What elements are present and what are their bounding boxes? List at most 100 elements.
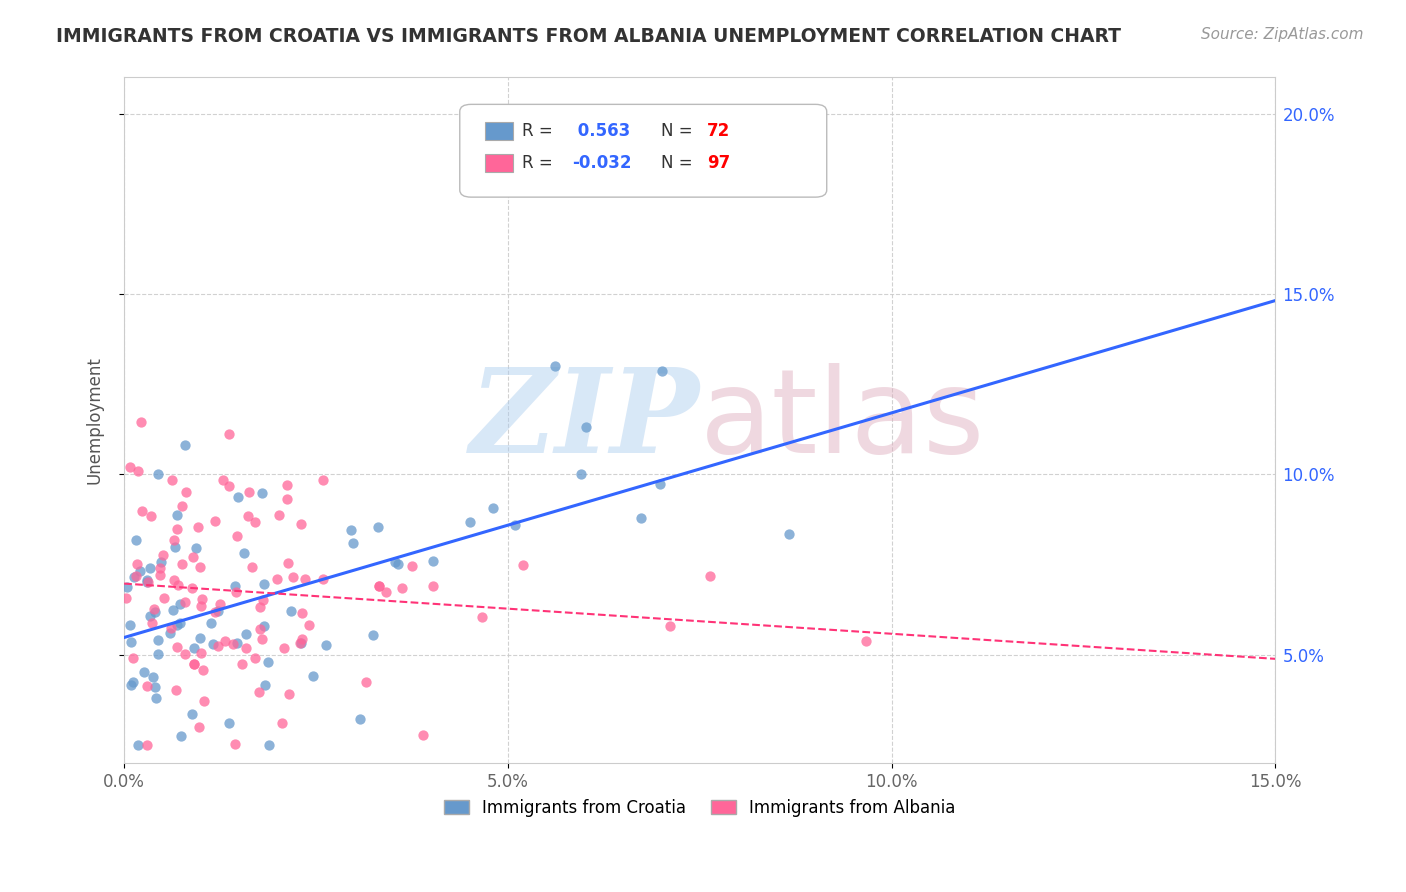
Point: [253, 619, 276, 633]
Point: [211, 474, 233, 488]
Text: 97: 97: [707, 154, 731, 172]
Point: [291, 632, 314, 646]
Point: [458, 515, 481, 529]
Point: [127, 557, 149, 571]
Text: Source: ZipAtlas.com: Source: ZipAtlas.com: [1201, 27, 1364, 42]
Point: [243, 650, 266, 665]
Point: [422, 554, 444, 568]
Point: [249, 600, 271, 615]
Point: [658, 619, 681, 633]
Point: [401, 558, 423, 573]
Point: [187, 720, 209, 734]
Point: [127, 738, 149, 752]
Point: [218, 716, 240, 731]
Point: [302, 669, 325, 683]
Point: [142, 670, 165, 684]
Point: [174, 595, 197, 609]
Point: [225, 636, 247, 650]
Point: [276, 478, 298, 492]
Point: [165, 683, 187, 698]
Point: [170, 729, 193, 743]
Point: [120, 635, 142, 649]
Point: [276, 491, 298, 506]
Point: [186, 541, 208, 556]
Text: R =: R =: [522, 154, 553, 172]
Point: [354, 675, 377, 690]
Point: [191, 664, 214, 678]
Point: [162, 603, 184, 617]
Point: [153, 591, 176, 605]
Point: [269, 508, 291, 523]
Point: [569, 467, 592, 481]
Point: [149, 568, 172, 582]
Point: [312, 473, 335, 487]
Point: [181, 550, 204, 565]
Point: [290, 636, 312, 650]
Point: [240, 559, 263, 574]
Point: [277, 686, 299, 700]
Point: [202, 637, 225, 651]
Point: [190, 599, 212, 613]
Legend: Immigrants from Croatia, Immigrants from Albania: Immigrants from Croatia, Immigrants from…: [437, 792, 963, 823]
Point: [172, 500, 194, 514]
Point: [188, 632, 211, 646]
Point: [136, 575, 159, 590]
Point: [120, 459, 142, 474]
Point: [340, 524, 363, 538]
Point: [391, 582, 413, 596]
Point: [575, 420, 598, 434]
Point: [122, 674, 145, 689]
Point: [342, 536, 364, 550]
Point: [651, 363, 673, 377]
Point: [281, 570, 304, 584]
Point: [187, 519, 209, 533]
Point: [136, 574, 159, 589]
Point: [207, 604, 229, 618]
Point: [204, 605, 226, 619]
Text: N =: N =: [661, 122, 692, 140]
Point: [250, 632, 273, 647]
Point: [253, 576, 276, 591]
Point: [207, 639, 229, 653]
Point: [174, 647, 197, 661]
Point: [288, 636, 311, 650]
Point: [169, 616, 191, 631]
Point: [183, 657, 205, 672]
Point: [143, 601, 166, 615]
Point: [699, 569, 721, 583]
Text: 0.563: 0.563: [572, 122, 630, 140]
Point: [191, 591, 214, 606]
Point: [125, 569, 148, 583]
Point: [273, 641, 295, 656]
Point: [233, 546, 256, 560]
Point: [166, 522, 188, 536]
Point: [387, 557, 409, 571]
Point: [855, 634, 877, 648]
Point: [312, 572, 335, 586]
Point: [367, 579, 389, 593]
Point: [141, 616, 163, 631]
Point: [146, 467, 169, 482]
Point: [183, 657, 205, 671]
Point: [247, 685, 270, 699]
Point: [121, 651, 143, 665]
Point: [145, 691, 167, 706]
Point: [224, 737, 246, 751]
Point: [143, 605, 166, 619]
Point: [166, 618, 188, 632]
Point: [225, 529, 247, 543]
Text: 72: 72: [707, 122, 731, 140]
Point: [193, 694, 215, 708]
Point: [174, 485, 197, 500]
Point: [139, 608, 162, 623]
Point: [125, 533, 148, 548]
Point: [256, 655, 278, 669]
Point: [218, 427, 240, 442]
Point: [159, 622, 181, 636]
Point: [139, 560, 162, 574]
Point: [422, 579, 444, 593]
Text: R =: R =: [522, 122, 553, 140]
Point: [481, 501, 503, 516]
Point: [129, 565, 152, 579]
Point: [249, 622, 271, 636]
